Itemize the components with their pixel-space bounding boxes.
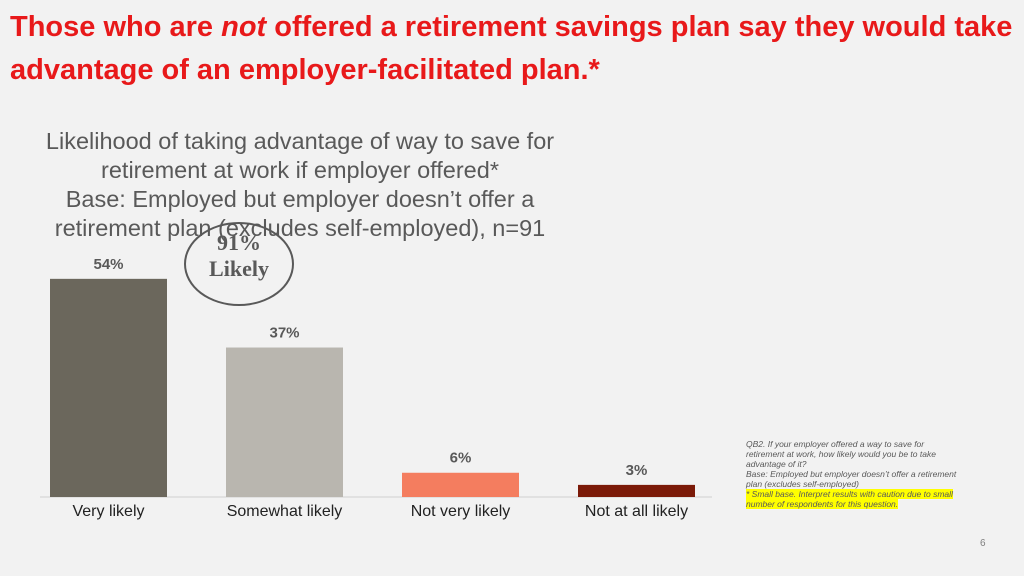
bar [50, 278, 167, 497]
x-tick-label: Very likely [72, 503, 144, 520]
subtitle-line: Base: Employed but employer doesn’t offe… [54, 186, 546, 241]
x-tick-label: Not very likely [411, 503, 511, 520]
value-label: 54% [93, 256, 123, 273]
callout-label: Likely [209, 256, 269, 281]
footnote-base: Base: Employed but employer doesn’t offe… [746, 469, 957, 489]
x-tick-label: Somewhat likely [227, 503, 343, 520]
callout: 91% Likely [184, 222, 294, 306]
title-text: offered a retirement savings plan say th… [10, 11, 1013, 86]
footnote: QB2. If your employer offered a way to s… [746, 439, 964, 509]
callout-value: 91% [217, 230, 261, 255]
footnote-question: QB2. If your employer offered a way to s… [746, 439, 936, 469]
chart-subtitle: Likelihood of taking advantage of way to… [15, 127, 585, 243]
x-tick-label: Not at all likely [585, 503, 688, 520]
value-label: 6% [450, 450, 472, 467]
value-label: 3% [626, 462, 648, 479]
value-label: 37% [269, 324, 299, 341]
footnote-caution: * Small base. Interpret results with cau… [746, 489, 964, 509]
slide-title: Those who are not offered a retirement s… [10, 6, 1015, 92]
subtitle-line: Likelihood of taking advantage of way to… [45, 128, 555, 183]
bar [226, 347, 343, 497]
footnote-caution-text: * Small base. Interpret results with cau… [746, 489, 953, 509]
bar [402, 472, 519, 497]
title-emphasis: not [221, 11, 267, 43]
page-number: 6 [980, 538, 986, 549]
bar [578, 484, 695, 497]
title-text: Those who are [10, 11, 222, 43]
